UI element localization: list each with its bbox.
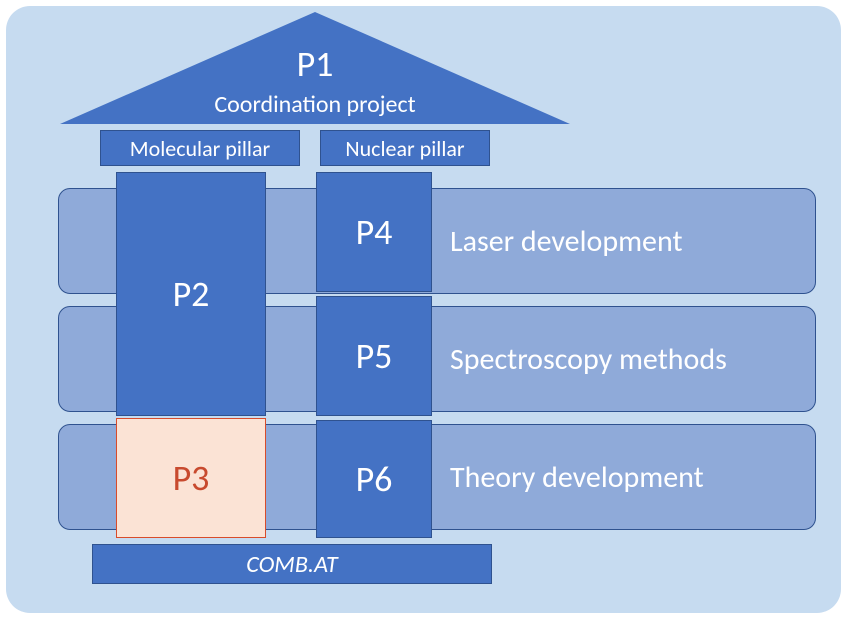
molecular-pillar-label: Molecular pillar bbox=[100, 130, 300, 166]
project-p5: P5 bbox=[316, 296, 432, 416]
row-label-theory: Theory development bbox=[450, 424, 704, 530]
row-label-laser: Laser development bbox=[450, 188, 683, 294]
project-p6: P6 bbox=[316, 420, 432, 538]
project-p4: P4 bbox=[316, 172, 432, 292]
diagram-canvas: Laser development Spectroscopy methods T… bbox=[0, 0, 847, 619]
roof-triangle bbox=[60, 12, 570, 124]
project-p2: P2 bbox=[116, 172, 266, 416]
project-p3: P3 bbox=[116, 418, 266, 538]
nuclear-pillar-label: Nuclear pillar bbox=[320, 130, 490, 166]
base-combat: COMB.AT bbox=[92, 544, 492, 584]
row-label-spectroscopy: Spectroscopy methods bbox=[450, 306, 727, 412]
